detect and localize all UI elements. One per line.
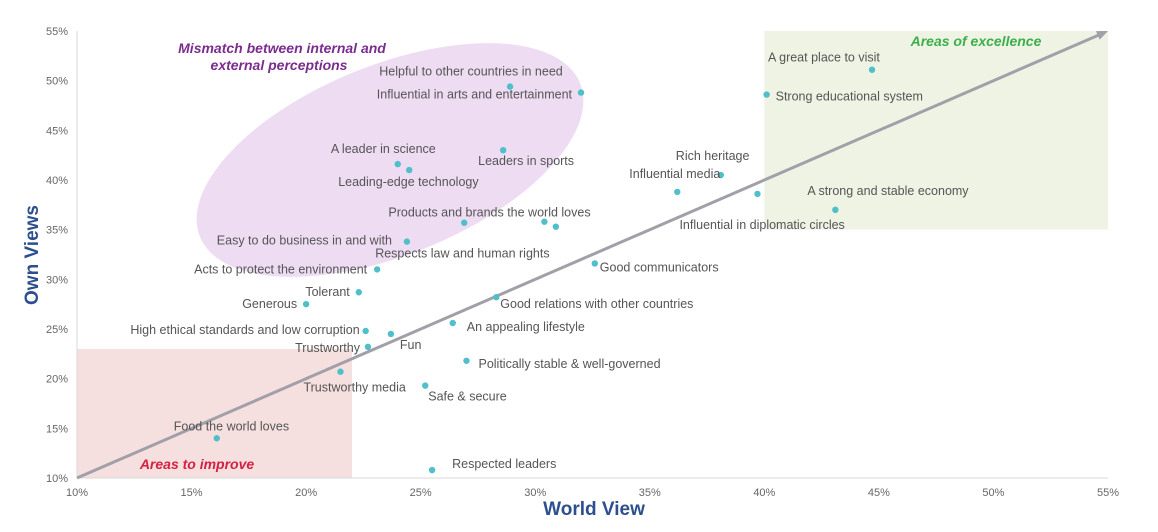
data-point (717, 171, 725, 179)
data-point (394, 160, 401, 168)
data-point-label: Leaders in sports (478, 154, 574, 168)
mismatch-ellipse (196, 43, 584, 277)
data-point (422, 382, 429, 389)
x-tick-label: 25% (410, 487, 432, 499)
data-point (406, 166, 413, 174)
data-point (428, 466, 436, 474)
data-point (506, 83, 514, 90)
data-point-label: Good relations with other countries (500, 297, 693, 311)
mismatch-note-line2: external perceptions (211, 57, 348, 73)
arrowhead-icon (1096, 31, 1108, 40)
data-point-label: An appealing lifestyle (467, 320, 585, 334)
data-point-label: Leading-edge technology (338, 175, 479, 189)
data-point-label: Easy to do business in and with (217, 234, 392, 248)
data-point-label: Influential in diplomatic circles (679, 218, 844, 232)
data-point (362, 327, 369, 335)
data-point-label: Respected leaders (452, 457, 556, 471)
data-point (577, 89, 585, 96)
data-point (460, 219, 468, 226)
data-point (499, 147, 507, 154)
x-tick-label: 35% (639, 487, 661, 499)
reference-diagonal-line (76, 33, 1101, 480)
areas-to-improve-region (77, 348, 352, 478)
data-point (302, 300, 310, 308)
data-point-label: High ethical standards and low corruptio… (130, 323, 359, 337)
data-point-label: Food the world loves (174, 419, 289, 433)
x-axis-title: World View (543, 499, 645, 520)
x-tick-label: 50% (982, 487, 1004, 499)
data-point (213, 435, 220, 442)
data-point (463, 357, 470, 364)
data-point-label: Fun (400, 338, 422, 352)
data-point (493, 294, 500, 301)
areas-to-improve-label: Areas to improve (139, 456, 255, 472)
data-point-label: Trustworthy media (303, 381, 405, 395)
data-point-label: Rich heritage (676, 149, 750, 163)
y-tick-label: 35% (46, 225, 68, 237)
y-tick-label: 20% (46, 374, 68, 386)
data-point-label: A leader in science (331, 142, 436, 156)
data-point-label: A strong and stable economy (807, 184, 969, 198)
data-point (373, 266, 381, 273)
y-tick-label: 10% (46, 473, 68, 485)
x-tick-label: 30% (524, 487, 546, 499)
data-point-label: Respects law and human rights (375, 247, 549, 261)
data-point (449, 319, 456, 327)
data-point (552, 223, 560, 230)
areas-of-excellence-label: Areas of excellence (910, 33, 1042, 49)
data-point-label: Politically stable & well-governed (478, 357, 660, 371)
data-point-label: Influential media (629, 167, 720, 181)
mismatch-note-line1: Mismatch between internal and (178, 40, 386, 56)
data-point (355, 289, 363, 296)
data-point-label: Generous (242, 297, 297, 311)
data-point-label: A great place to visit (768, 51, 880, 65)
data-point-label: Acts to protect the environment (194, 262, 368, 276)
x-tick-label: 45% (868, 487, 890, 499)
data-point (754, 190, 761, 198)
data-point-label: Helpful to other countries in need (379, 65, 562, 79)
x-tick-label: 15% (181, 487, 203, 499)
y-axis-title: Own Views (22, 205, 43, 305)
data-point-label: Strong educational system (776, 90, 923, 104)
data-point-label: Trustworthy (295, 341, 361, 355)
data-point (591, 260, 598, 267)
data-point (364, 343, 372, 351)
data-point-label: Influential in arts and entertainment (377, 88, 573, 102)
data-point-label: Tolerant (305, 285, 350, 299)
y-tick-label: 15% (46, 423, 68, 435)
data-point (674, 188, 681, 196)
data-point-label: Good communicators (600, 260, 719, 274)
x-tick-label: 40% (753, 487, 775, 499)
y-tick-label: 50% (46, 76, 68, 88)
data-point (541, 218, 548, 225)
x-tick-label: 10% (66, 487, 88, 499)
data-point-label: Products and brands the world loves (388, 206, 590, 220)
data-point-label: Safe & secure (428, 390, 507, 404)
data-point (832, 206, 839, 213)
x-tick-label: 55% (1097, 487, 1119, 499)
data-point (387, 330, 395, 338)
data-point (763, 91, 770, 98)
y-tick-label: 30% (46, 274, 68, 286)
y-tick-label: 55% (46, 26, 68, 38)
y-tick-label: 40% (46, 175, 68, 187)
y-tick-label: 25% (46, 324, 68, 336)
areas-of-excellence-region (764, 31, 1108, 230)
data-point (337, 368, 344, 375)
data-point (868, 66, 876, 73)
y-tick-label: 45% (46, 125, 68, 137)
x-tick-label: 20% (295, 487, 317, 499)
data-point (403, 238, 411, 245)
